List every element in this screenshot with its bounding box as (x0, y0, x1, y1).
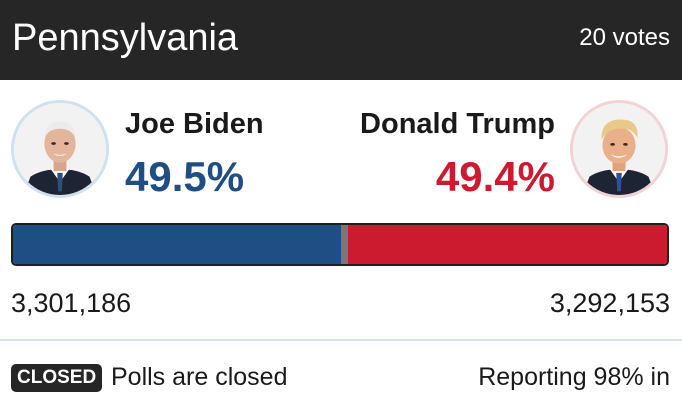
state-title: Pennsylvania (12, 17, 239, 59)
dem-share-segment (13, 225, 342, 264)
other-share-segment (341, 225, 349, 264)
polls-status: Polls are closed (111, 363, 288, 391)
biden-photo-icon (14, 103, 106, 195)
trump-avatar (570, 100, 668, 198)
biden-vote-count: 3,301,186 (11, 288, 132, 318)
divider (0, 339, 682, 341)
reporting-status: Reporting 98% in (478, 363, 670, 391)
trump-name: Donald Trump (360, 108, 555, 140)
race-header: Pennsylvania 20 votes (0, 0, 682, 80)
trump-photo-icon (573, 103, 665, 195)
vote-share-bar (11, 223, 669, 266)
biden-name: Joe Biden (125, 108, 264, 140)
electoral-votes: 20 votes (579, 24, 670, 51)
rep-share-segment (348, 225, 667, 264)
status-badge: CLOSED (11, 364, 103, 392)
biden-avatar (11, 100, 109, 198)
trump-vote-count: 3,292,153 (549, 288, 670, 318)
biden-percent: 49.5% (125, 153, 245, 200)
trump-percent: 49.4% (435, 153, 555, 200)
